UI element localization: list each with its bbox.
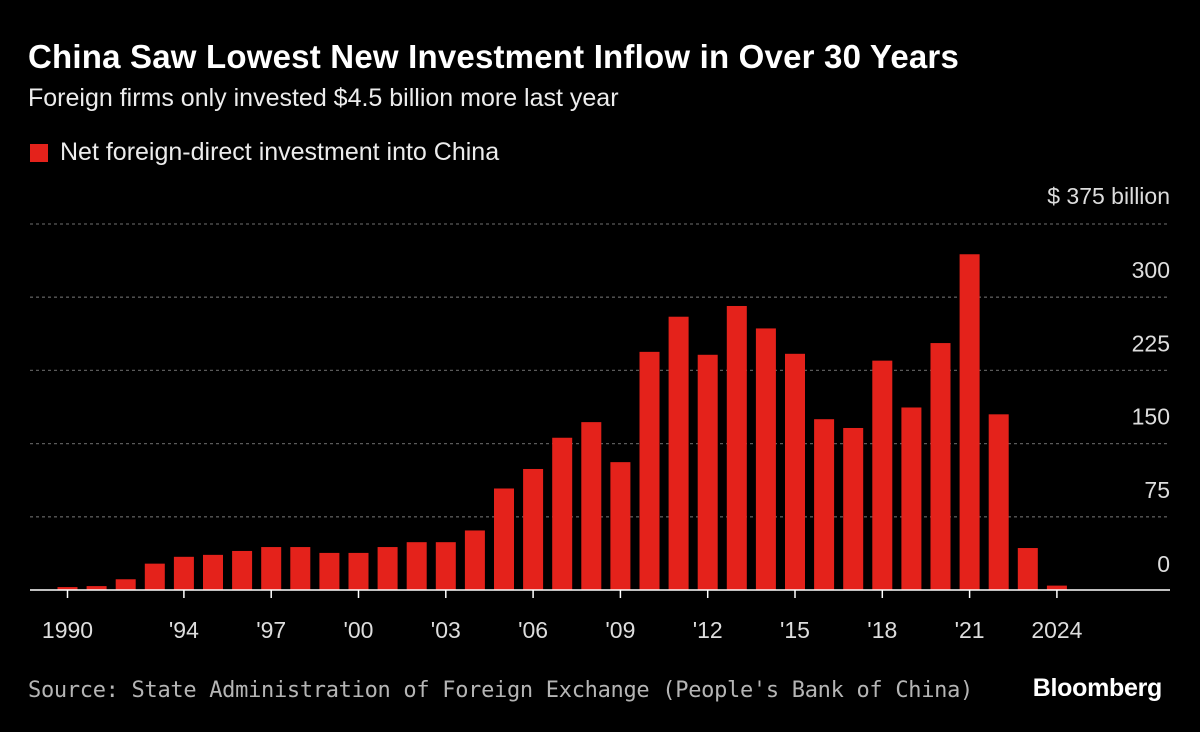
- chart-subtitle: Foreign firms only invested $4.5 billion…: [28, 84, 619, 112]
- bar-2017: [843, 427, 864, 590]
- bar-2018: [872, 360, 893, 590]
- bar-2013: [726, 305, 747, 590]
- bar-2021: [959, 254, 980, 591]
- bar-2000: [348, 552, 369, 590]
- bar-2012: [697, 354, 718, 590]
- bar-2009: [610, 462, 631, 590]
- y-tick-label: 0: [1157, 551, 1170, 577]
- bar-1991: [86, 586, 107, 590]
- x-tick-label: '94: [169, 617, 199, 643]
- bar-2023: [1017, 548, 1038, 590]
- legend-label: Net foreign-direct investment into China: [60, 138, 500, 166]
- legend-swatch: [30, 143, 48, 162]
- bar-1990: [57, 587, 78, 590]
- bar-1995: [203, 554, 223, 590]
- bar-1996: [232, 550, 253, 590]
- bar-2011: [668, 316, 689, 590]
- x-axis: 1990 '94 '97 '00 '03 '06 '09 '12 '15 '18 '21 2024: [30, 589, 1170, 643]
- bar-2022: [988, 414, 1009, 590]
- bars: [57, 254, 1067, 591]
- chart-title: China Saw Lowest New Investment Inflow i…: [28, 38, 960, 75]
- bar-1993: [144, 563, 165, 590]
- bar-2002: [406, 542, 427, 590]
- bar-2024: [1046, 585, 1067, 590]
- bar-2003: [435, 542, 456, 590]
- bar-2001: [377, 547, 398, 590]
- source-note: Source: State Administration of Foreign …: [28, 678, 973, 703]
- x-tick-label: '03: [431, 617, 461, 643]
- x-tick-label: '21: [955, 617, 985, 643]
- x-tick-label: '00: [344, 617, 374, 643]
- bar-2007: [552, 437, 573, 590]
- y-tick-label: 75: [1144, 477, 1170, 503]
- bar-1992: [115, 579, 136, 590]
- bar-2020: [930, 343, 951, 590]
- bar-2006: [523, 468, 544, 590]
- bar-2008: [581, 422, 602, 590]
- y-tick-label: $ 375 billion: [1047, 183, 1170, 209]
- x-tick-label: 1990: [42, 617, 93, 643]
- bar-1997: [261, 547, 282, 590]
- y-tick-label: 150: [1132, 404, 1170, 430]
- bar-2015: [785, 353, 805, 590]
- bar-2004: [464, 530, 485, 590]
- x-tick-label: '09: [605, 617, 635, 643]
- y-axis-labels: 0 75 150 225 300 $ 375 billion: [1047, 183, 1170, 577]
- bar-2014: [755, 328, 776, 590]
- x-tick-label: '06: [518, 617, 548, 643]
- y-tick-label: 225: [1132, 330, 1170, 356]
- bar-2019: [901, 407, 922, 590]
- x-tick-label: '15: [780, 617, 810, 643]
- bar-1999: [319, 552, 340, 590]
- x-tick-label: 2024: [1031, 617, 1082, 643]
- legend: Net foreign-direct investment into China: [30, 138, 499, 167]
- bar-2005: [494, 488, 514, 590]
- bloomberg-logo: Bloomberg: [1032, 674, 1163, 702]
- bar-1994: [173, 556, 194, 590]
- bar-2016: [814, 419, 835, 590]
- bar-2010: [639, 351, 660, 590]
- y-tick-label: 300: [1132, 257, 1170, 283]
- x-tick-label: '97: [256, 617, 286, 643]
- x-tick-label: '18: [867, 617, 897, 643]
- bar-1998: [290, 547, 311, 590]
- x-tick-label: '12: [693, 617, 723, 643]
